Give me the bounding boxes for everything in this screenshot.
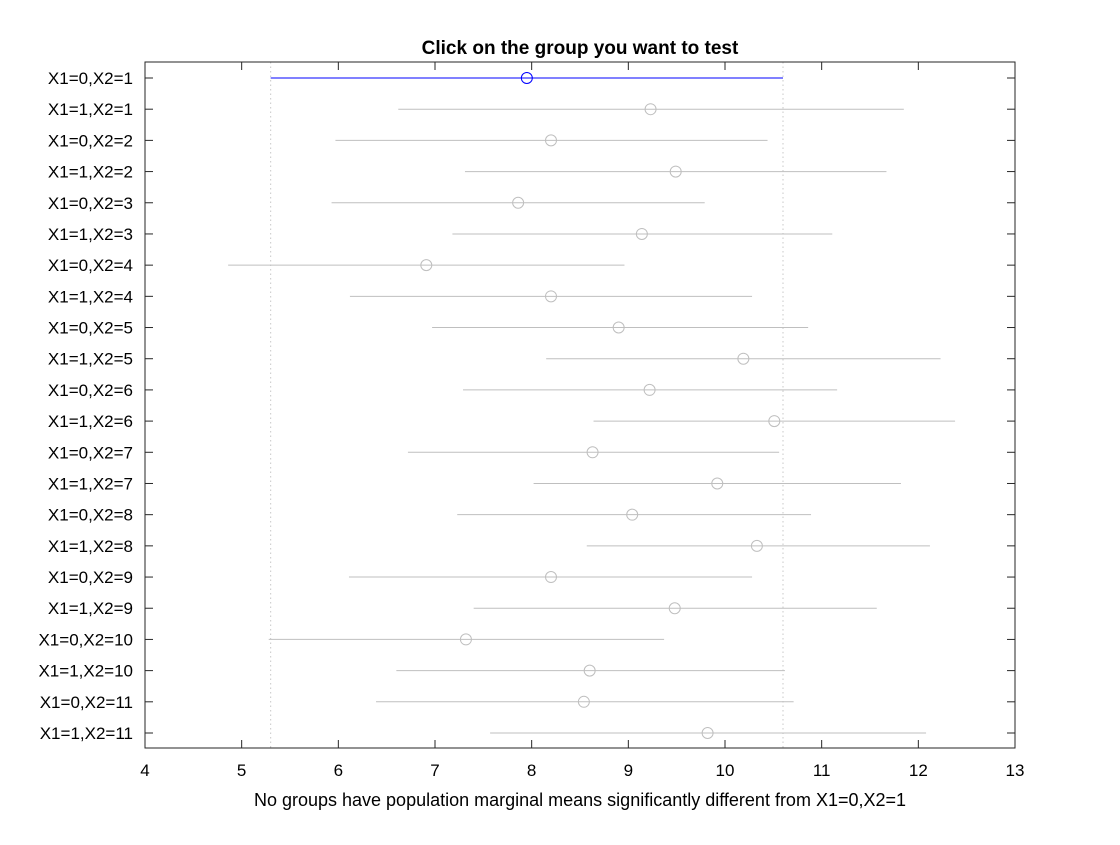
group-interval[interactable] — [586, 539, 930, 552]
group-interval[interactable] — [464, 165, 887, 178]
mean-marker[interactable] — [626, 508, 639, 521]
mean-marker[interactable] — [545, 571, 557, 584]
y-tick-label: X1=0,X2=7 — [48, 443, 133, 462]
group-interval[interactable] — [396, 664, 785, 677]
interval-series[interactable] — [228, 72, 956, 739]
mean-marker[interactable] — [750, 539, 763, 552]
x-tick-label: 13 — [1006, 761, 1025, 780]
x-tick-label: 8 — [527, 761, 536, 780]
x-tick-label: 5 — [237, 761, 246, 780]
mean-marker[interactable] — [643, 383, 656, 396]
group-interval[interactable] — [457, 508, 812, 521]
x-axis-label: No groups have population marginal means… — [254, 790, 906, 810]
x-tick-label: 6 — [334, 761, 343, 780]
y-tick-label: X1=0,X2=11 — [40, 693, 133, 712]
mean-marker[interactable] — [420, 259, 433, 272]
y-tick-label: X1=0,X2=3 — [48, 194, 133, 213]
mean-marker[interactable] — [459, 633, 472, 646]
mean-marker[interactable] — [668, 602, 681, 615]
group-interval[interactable] — [452, 227, 833, 240]
mean-marker[interactable] — [512, 196, 525, 209]
y-tick-label: X1=1,X2=5 — [48, 350, 133, 369]
mean-marker[interactable] — [545, 290, 557, 303]
reference-lines — [270, 62, 784, 748]
y-tick-label: X1=1,X2=7 — [48, 474, 133, 493]
y-tick-label: X1=0,X2=6 — [48, 381, 133, 400]
group-interval[interactable] — [490, 727, 927, 739]
x-tick-label: 7 — [430, 761, 439, 780]
group-interval[interactable] — [473, 602, 877, 615]
chart-title: Click on the group you want to test — [422, 38, 739, 59]
mean-marker[interactable] — [768, 415, 781, 428]
mean-marker[interactable] — [612, 321, 625, 334]
group-interval[interactable] — [593, 415, 956, 428]
y-tick-label: X1=0,X2=4 — [48, 256, 133, 275]
y-tick-label: X1=1,X2=8 — [48, 537, 133, 556]
x-tick-label: 9 — [624, 761, 633, 780]
group-interval[interactable] — [349, 290, 753, 303]
mean-marker[interactable] — [644, 103, 657, 116]
group-interval[interactable] — [348, 571, 753, 584]
group-interval[interactable] — [268, 633, 665, 646]
group-interval[interactable] — [432, 321, 809, 334]
y-tick-label: X1=0,X2=9 — [48, 568, 133, 587]
group-interval[interactable] — [533, 477, 901, 490]
group-interval[interactable] — [228, 259, 625, 272]
x-axis: 4 5 6 7 8 9 10 11 12 13 — [140, 62, 1024, 780]
group-interval[interactable] — [376, 695, 794, 708]
x-tick-label: 11 — [813, 761, 831, 780]
mean-marker[interactable] — [737, 352, 750, 365]
group-interval[interactable] — [270, 72, 783, 84]
mean-marker[interactable] — [635, 227, 648, 240]
y-axis: X1=0,X2=1 X1=1,X2=1 X1=0,X2=2 X1=1,X2=2 X1=0… — [38, 69, 1015, 743]
y-tick-label: X1=0,X2=5 — [48, 319, 133, 338]
y-tick-label: X1=1,X2=11 — [40, 724, 133, 743]
group-interval[interactable] — [335, 134, 768, 147]
x-tick-label: 4 — [140, 761, 149, 780]
mean-marker[interactable] — [669, 165, 682, 178]
y-tick-label: X1=1,X2=3 — [48, 225, 133, 244]
mean-marker[interactable] — [520, 72, 533, 84]
y-tick-label: X1=0,X2=10 — [38, 630, 133, 649]
mean-marker[interactable] — [583, 664, 596, 677]
y-tick-label: X1=1,X2=2 — [48, 163, 133, 182]
x-tick-label: 10 — [716, 761, 735, 780]
group-interval[interactable] — [398, 103, 904, 116]
y-tick-label: X1=0,X2=1 — [48, 69, 133, 88]
mean-marker[interactable] — [701, 727, 714, 739]
group-interval[interactable] — [546, 352, 941, 365]
y-tick-label: X1=0,X2=8 — [48, 506, 133, 525]
group-interval[interactable] — [407, 446, 780, 459]
x-tick-label: 12 — [909, 761, 928, 780]
group-interval[interactable] — [463, 383, 838, 396]
mean-marker[interactable] — [545, 134, 557, 147]
axes-box — [144, 61, 1016, 749]
mean-marker[interactable] — [711, 477, 724, 490]
group-interval[interactable] — [331, 196, 705, 209]
mean-marker[interactable] — [577, 695, 590, 708]
y-tick-label: X1=1,X2=9 — [48, 599, 133, 618]
y-tick-label: X1=1,X2=6 — [48, 412, 133, 431]
y-tick-label: X1=1,X2=1 — [48, 100, 133, 119]
mean-marker[interactable] — [586, 446, 599, 459]
y-tick-label: X1=1,X2=4 — [48, 287, 133, 306]
y-tick-label: X1=1,X2=10 — [38, 662, 133, 681]
y-tick-label: X1=0,X2=2 — [48, 131, 133, 150]
